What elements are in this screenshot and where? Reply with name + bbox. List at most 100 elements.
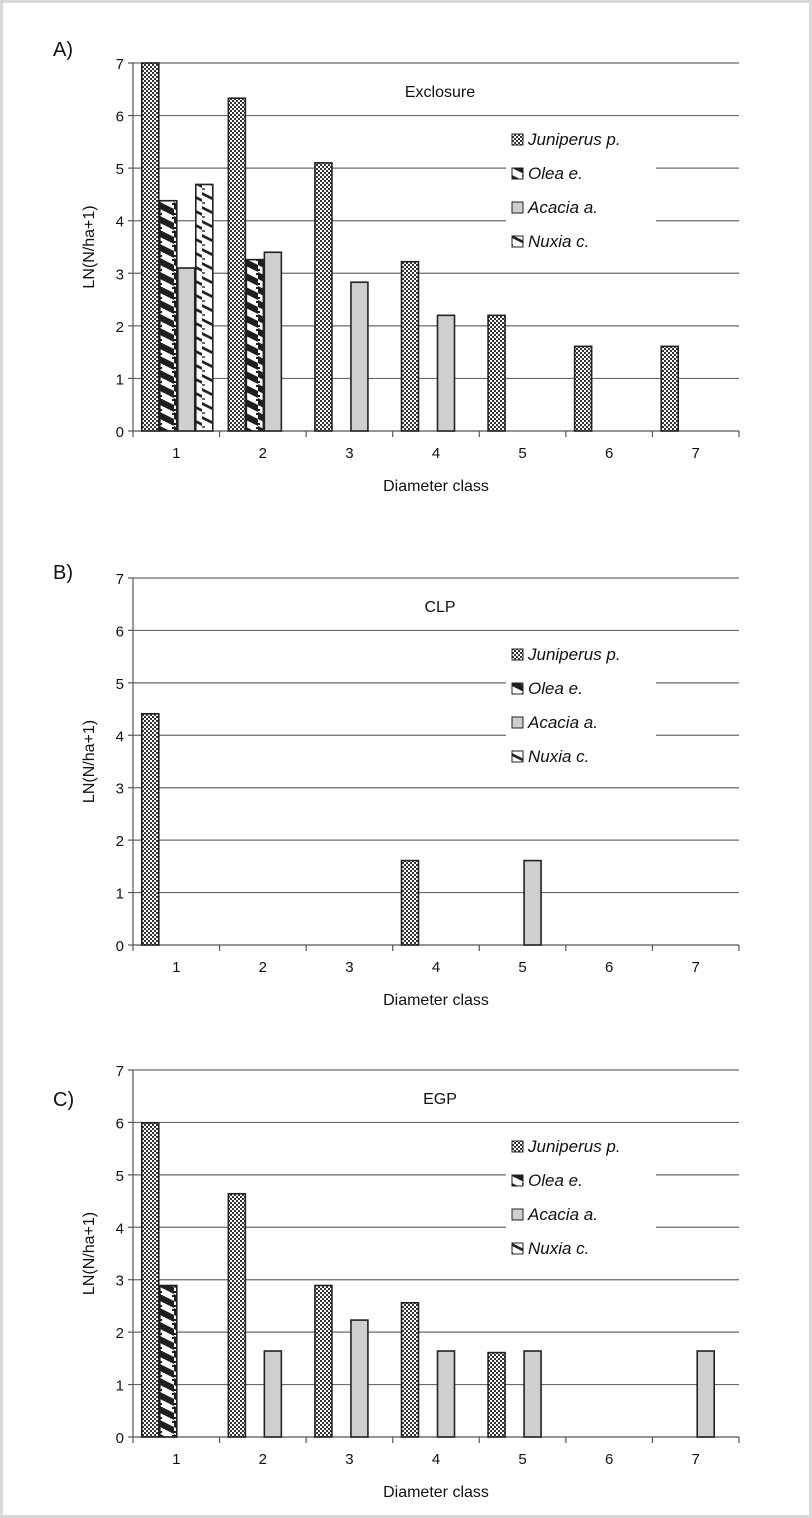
x-tick-label: 4 [432,959,440,976]
x-tick-label: 6 [605,445,613,462]
bar-acacia-a-class-2 [263,1350,283,1438]
bar-juniperus-p-class-4 [400,859,420,946]
legend-swatch [511,235,524,248]
bar-juniperus-p-class-1 [140,62,160,432]
legend-swatch [511,167,524,180]
y-tick-label: 1 [116,1378,124,1395]
y-tick-label: 6 [116,109,124,126]
panels-root: A) 0 1 2 3 4 5 6 7 1 2 3 4 5 6 7 Exclosure Juniperus p. Ol… [53,39,740,1501]
y-tick-label: 0 [116,424,124,441]
y-axis-title: LN(N/ha+1) [81,205,98,288]
legend-swatch [511,750,524,763]
y-tick-label: 2 [116,1325,124,1342]
bar-acacia-a-class-4 [436,1350,456,1438]
legend-label: Acacia a. [527,713,598,732]
bar-juniperus-p-class-1 [140,712,160,946]
x-tick-label: 5 [518,959,526,976]
legend-swatch [511,133,524,146]
bar-acacia-a-class-7 [696,1350,716,1438]
x-tick-label: 6 [605,1451,613,1468]
legend-swatch [511,201,524,214]
bar-nuxia-c-class-1 [194,183,214,432]
legend-background [506,123,656,271]
x-tick-label: 6 [605,959,613,976]
bar-juniperus-p-class-1 [140,1122,160,1438]
y-tick-label: 5 [116,1168,124,1185]
chart-title-background [386,592,496,620]
bar-juniperus-p-class-2 [227,1192,247,1438]
y-tick-label: 3 [116,781,124,798]
legend-label: Acacia a. [527,1205,598,1224]
y-axis-title: LN(N/ha+1) [81,1212,98,1295]
x-tick-label: 7 [692,445,700,462]
x-tick-label: 1 [172,1451,180,1468]
bar-olea-e-class-1 [158,199,178,432]
legend-swatch [511,1242,524,1255]
x-tick-label: 2 [259,959,267,976]
x-tick-label: 2 [259,445,267,462]
y-tick-label: 7 [116,56,124,73]
x-tick-label: 4 [432,445,440,462]
bar-juniperus-p-class-2 [227,97,247,432]
bar-juniperus-p-class-5 [487,1351,506,1438]
legend-background [506,1130,656,1278]
legend-swatch [511,1174,524,1187]
figure-svg: A) 0 1 2 3 4 5 6 7 1 2 3 4 5 6 7 Exclosure Juniperus p. Ol… [53,39,740,1501]
bar-juniperus-p-class-5 [487,314,506,432]
y-tick-label: 6 [116,1115,124,1132]
bar-juniperus-p-class-3 [314,162,333,432]
bar-olea-e-class-2 [245,258,265,432]
x-tick-label: 3 [345,1451,353,1468]
legend-background [506,638,656,786]
y-tick-label: 7 [116,1063,124,1080]
x-tick-label: 5 [518,1451,526,1468]
chart-title-background [386,77,496,105]
x-tick-label: 3 [345,445,353,462]
legend-label: Nuxia c. [528,232,589,251]
bar-juniperus-p-class-6 [573,345,593,432]
chart-panel-1: A) 0 1 2 3 4 5 6 7 1 2 3 4 5 6 7 Exclosure Juniperus p. Ol… [53,39,740,495]
y-tick-label: 3 [116,1273,124,1290]
x-axis-title: Diameter class [383,1484,489,1501]
y-tick-label: 1 [116,371,124,388]
bar-acacia-a-class-3 [350,1319,369,1438]
legend-label: Nuxia c. [528,1239,589,1258]
bar-acacia-a-class-2 [263,251,283,432]
bar-acacia-a-class-3 [350,281,369,432]
bar-juniperus-p-class-4 [400,1301,420,1438]
bar-acacia-a-class-5 [523,1350,542,1438]
y-tick-label: 2 [116,833,124,850]
x-tick-label: 7 [692,1451,700,1468]
y-tick-label: 0 [116,938,124,955]
legend-swatch [511,716,524,729]
x-tick-label: 5 [518,445,526,462]
legend-swatch [511,1208,524,1221]
chart-panel-2: B) 0 1 2 3 4 5 6 7 1 2 3 4 5 6 7 CLP Juniperus p. Olea e. A… [53,562,740,1009]
panel-label: A) [53,39,73,61]
y-tick-label: 2 [116,319,124,336]
legend-label: Juniperus p. [527,1137,621,1156]
legend-swatch [511,648,524,661]
x-tick-label: 4 [432,1451,440,1468]
chart-panel-3: C) 0 1 2 3 4 5 6 7 1 2 3 4 5 6 7 EGP Juniperus p. Olea e. A… [53,1063,740,1501]
legend-label: Olea e. [528,679,583,698]
y-tick-label: 0 [116,1430,124,1447]
x-tick-label: 7 [692,959,700,976]
legend-swatch [511,1140,524,1153]
y-tick-label: 5 [116,161,124,178]
panel-label: B) [53,562,73,584]
y-tick-label: 1 [116,886,124,903]
bar-acacia-a-class-5 [523,859,542,946]
bar-acacia-a-class-1 [176,267,196,432]
bar-olea-e-class-1 [158,1284,178,1438]
y-tick-label: 5 [116,676,124,693]
y-tick-label: 3 [116,266,124,283]
x-tick-label: 1 [172,959,180,976]
bar-juniperus-p-class-4 [400,260,420,432]
legend-label: Nuxia c. [528,747,589,766]
chart-title: CLP [424,599,455,616]
y-tick-label: 4 [116,1220,124,1237]
y-tick-label: 4 [116,728,124,745]
bar-acacia-a-class-4 [436,314,456,432]
